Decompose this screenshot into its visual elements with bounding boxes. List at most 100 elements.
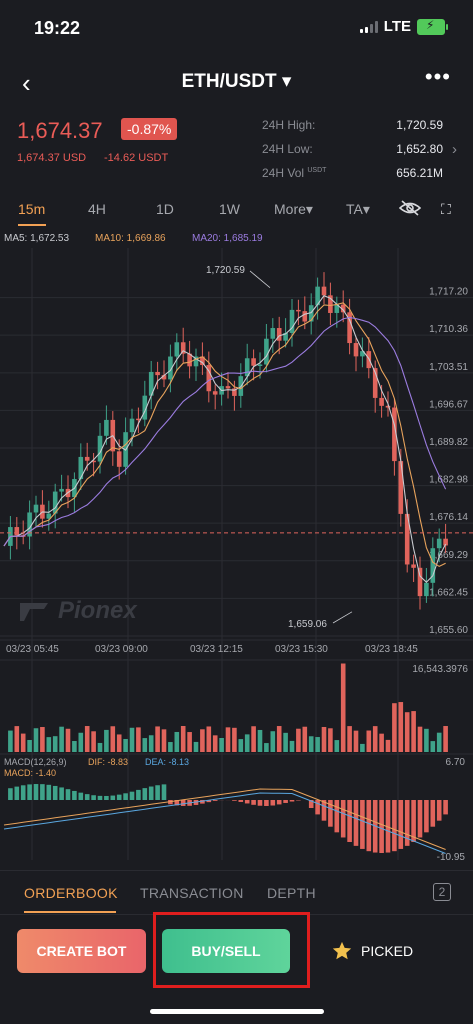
macd-bar (328, 800, 333, 827)
macd-bar (104, 795, 109, 800)
candle (424, 582, 429, 597)
candle (334, 304, 340, 313)
volume-bar (340, 663, 346, 752)
time-tick-label: 03/23 15:30 (275, 644, 328, 655)
chevron-right-icon[interactable]: › (452, 141, 457, 158)
home-indicator (150, 1009, 324, 1014)
volume-bar (302, 726, 308, 752)
candle (193, 356, 199, 367)
volume-bar (8, 730, 13, 752)
volume-bar (20, 733, 26, 752)
volume-bar (436, 732, 442, 752)
macd-bar (315, 800, 320, 815)
volume-bar (78, 732, 84, 752)
candle (257, 364, 263, 366)
volume-bar (238, 739, 244, 752)
macd-bar (424, 800, 429, 833)
volume-bar (72, 741, 77, 752)
macd-bar (91, 795, 96, 800)
volume-bar (430, 741, 436, 752)
macd-line (3, 788, 446, 850)
count-badge[interactable]: 2 (433, 883, 451, 901)
macd-value-label: MACD: -1.40 (4, 768, 56, 778)
candle (270, 328, 276, 339)
volume-bar (366, 730, 372, 752)
candle (200, 356, 205, 366)
eye-off-icon[interactable] (399, 199, 421, 217)
tab-transaction[interactable]: TRANSACTION (140, 885, 244, 901)
volume-max-label: 16,543.3976 (412, 664, 468, 675)
candle (225, 386, 231, 389)
volume-bar (417, 726, 423, 752)
time-tick-label: 03/23 09:00 (95, 644, 148, 655)
price-usd: 1,674.37 USD (17, 152, 87, 164)
volume-bar (46, 737, 52, 752)
candle (232, 388, 237, 396)
macd-dea-label: DEA: -8.13 (145, 757, 189, 767)
macd-bar (417, 800, 423, 838)
back-icon[interactable]: ‹ (22, 68, 31, 98)
tab-ta[interactable]: TA▾ (346, 201, 370, 217)
tab-4h[interactable]: 4H (88, 201, 106, 217)
create-bot-button[interactable]: CREATE BOT (17, 929, 146, 973)
volume-bar (110, 726, 116, 752)
volume-bar (398, 702, 404, 752)
macd-bar (129, 791, 135, 800)
candlestick-chart[interactable]: 1,717.20 1,710.36 1,703.51 1,696.67 1,689.82… (0, 248, 473, 868)
macd-bar (289, 800, 295, 802)
price-tick-label: 1,682.98 (429, 475, 468, 486)
active-tab-indicator (18, 224, 46, 226)
tab-more[interactable]: More▾ (274, 201, 313, 217)
tab-1w[interactable]: 1W (219, 201, 240, 217)
macd-bar (270, 800, 276, 806)
candle (328, 295, 333, 313)
candle (315, 286, 320, 306)
candle (404, 513, 410, 565)
tab-depth[interactable]: DEPTH (267, 885, 316, 901)
pair-selector[interactable]: ETH/USDT ▾ (181, 71, 292, 92)
vol-value: 656.21M (396, 166, 443, 180)
tab-1d[interactable]: 1D (156, 201, 174, 217)
signal-icon (359, 20, 378, 33)
volume-bar (353, 730, 359, 752)
ma20-label: MA20: 1,685.19 (192, 233, 263, 244)
volume-bar (315, 737, 320, 752)
macd-label: MACD(12,26,9) (4, 757, 67, 767)
price-tick-label: 1,689.82 (429, 437, 468, 448)
candle (347, 312, 352, 344)
tab-15m[interactable]: 15m (18, 201, 46, 217)
high-marker-label: 1,720.59 (206, 265, 245, 276)
time-tick-label: 03/23 12:15 (190, 644, 243, 655)
candle (276, 328, 282, 341)
candle (161, 375, 167, 380)
tab-orderbook[interactable]: ORDERBOOK (24, 885, 118, 901)
fullscreen-icon[interactable]: ⛶ (441, 201, 451, 217)
macd-bar (168, 800, 173, 805)
macd-bar (72, 790, 77, 800)
volume-bar (206, 726, 212, 752)
candle (180, 342, 186, 354)
volume-bar (321, 726, 327, 752)
macd-bar (78, 792, 84, 800)
candle (84, 456, 90, 461)
buy-sell-button[interactable]: BUY/SELL (162, 929, 290, 973)
macd-bar (59, 787, 64, 800)
more-options-icon[interactable]: ••• (424, 64, 451, 89)
high-value: 1,720.59 (396, 118, 443, 132)
macd-bar (161, 784, 167, 800)
candle (104, 419, 109, 436)
orderbook-indicator (24, 911, 116, 913)
candle (52, 491, 58, 514)
picked-button[interactable]: PICKED (331, 940, 413, 962)
macd-bar (123, 793, 128, 800)
candle (174, 342, 180, 357)
candle (443, 538, 448, 546)
macd-bar (206, 800, 212, 803)
macd-bar (142, 788, 148, 800)
bottom-tab-bar (0, 870, 473, 915)
volume-bar (392, 703, 397, 752)
macd-bar (27, 784, 32, 800)
macd-bar (238, 800, 244, 802)
time-tick-label: 03/23 05:45 (6, 644, 59, 655)
macd-bar (366, 800, 372, 852)
